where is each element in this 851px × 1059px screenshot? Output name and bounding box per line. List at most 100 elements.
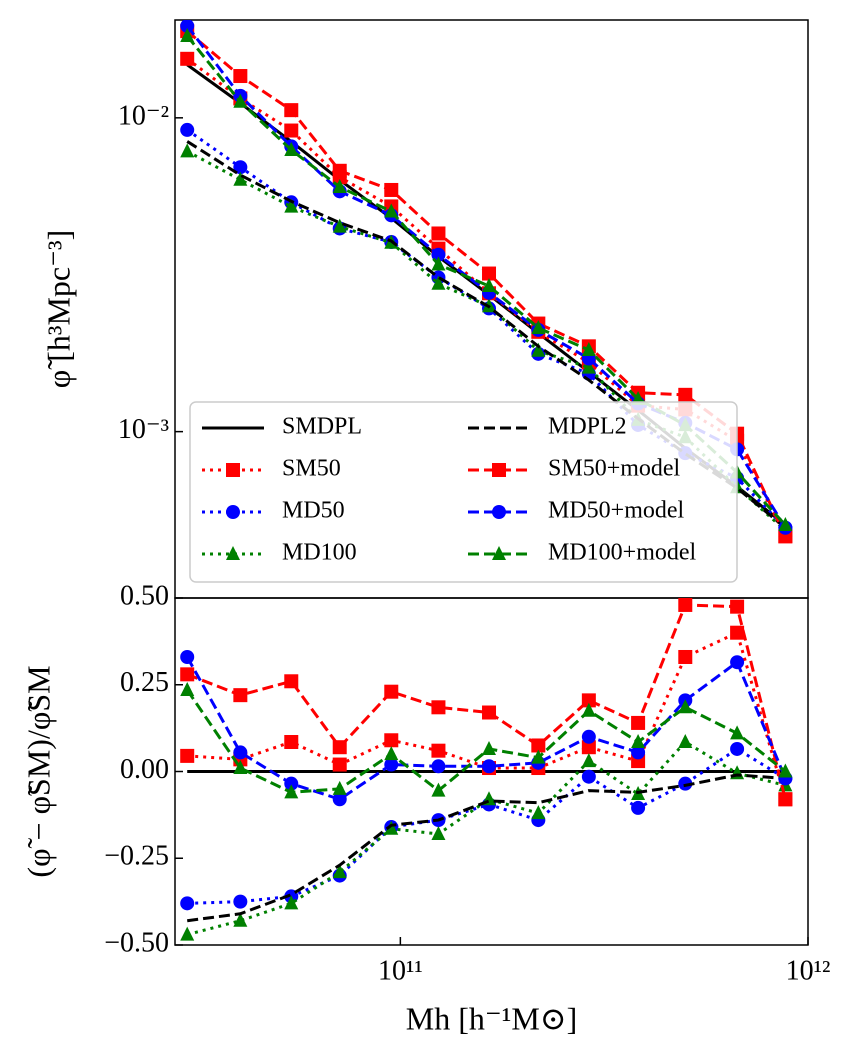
marker — [180, 122, 195, 137]
marker — [180, 667, 195, 682]
marker — [284, 784, 299, 799]
marker — [332, 178, 347, 193]
marker — [384, 182, 399, 197]
marker — [233, 894, 248, 909]
marker — [631, 800, 646, 815]
marker — [730, 599, 745, 614]
marker — [581, 342, 596, 357]
marker — [778, 517, 793, 532]
marker — [226, 546, 240, 560]
marker — [678, 598, 693, 612]
marker — [730, 741, 745, 756]
marker — [431, 782, 446, 797]
marker — [180, 681, 195, 696]
marker — [233, 760, 248, 775]
legend-label: MD50 — [282, 498, 345, 524]
marker — [180, 27, 195, 42]
marker — [233, 912, 248, 927]
legend-label: MD50+model — [548, 498, 685, 524]
marker — [631, 734, 646, 749]
marker — [531, 738, 546, 753]
legend-label: MD100+model — [548, 540, 697, 566]
marker — [226, 505, 240, 519]
marker — [431, 700, 446, 715]
marker — [431, 759, 446, 774]
marker — [482, 740, 497, 755]
marker — [284, 776, 299, 791]
marker — [678, 734, 693, 749]
series-line — [186, 140, 787, 529]
marker — [384, 684, 399, 699]
legend-label: SM50 — [282, 456, 341, 482]
marker — [730, 625, 745, 640]
marker — [730, 655, 745, 670]
marker — [332, 163, 347, 178]
x-axis-label: Mh [h⁻¹M⊙] — [406, 1000, 578, 1036]
marker — [531, 749, 546, 764]
marker — [332, 757, 347, 772]
marker — [233, 745, 248, 760]
marker — [581, 729, 596, 744]
marker — [492, 505, 506, 519]
marker — [284, 735, 299, 750]
marker — [332, 792, 347, 807]
marker — [384, 733, 399, 748]
marker — [332, 218, 347, 233]
marker — [431, 825, 446, 840]
y-tick-label: 10⁻³ — [118, 414, 169, 445]
y-axis-label: φ̃ [h³Mpc⁻³] — [40, 230, 76, 389]
marker — [284, 103, 299, 118]
y-tick-label: 0.50 — [120, 580, 169, 611]
marker — [482, 759, 497, 774]
marker — [284, 141, 299, 156]
marker — [581, 740, 596, 755]
marker — [531, 805, 546, 820]
legend — [189, 401, 738, 583]
marker — [631, 715, 646, 730]
marker — [180, 143, 195, 158]
legend-label: MD100 — [282, 540, 357, 566]
marker — [180, 896, 195, 911]
marker — [492, 463, 506, 477]
marker — [581, 702, 596, 717]
marker — [778, 792, 793, 807]
y-tick-label: −0.25 — [104, 841, 169, 872]
marker — [332, 864, 347, 879]
marker — [581, 359, 596, 374]
marker — [678, 387, 693, 402]
marker — [384, 746, 399, 761]
marker — [482, 705, 497, 720]
marker — [332, 740, 347, 755]
x-tick-label: 10¹² — [786, 955, 831, 986]
marker — [678, 649, 693, 664]
marker — [233, 69, 248, 84]
marker — [482, 278, 497, 293]
marker — [233, 688, 248, 703]
marker — [492, 546, 506, 560]
marker — [384, 757, 399, 772]
series-line — [187, 773, 786, 923]
legend-box — [189, 401, 738, 583]
marker — [284, 123, 299, 138]
marker — [431, 743, 446, 758]
legend-label: MDPL2 — [548, 414, 627, 440]
marker — [431, 226, 446, 241]
marker — [233, 93, 248, 108]
y-axis-label: (φ̃ − φ̃SM)/φ̃SM — [20, 665, 56, 877]
marker — [778, 763, 793, 778]
marker — [431, 275, 446, 290]
legend-label: SMDPL — [282, 414, 362, 440]
marker — [233, 171, 248, 186]
marker — [284, 674, 299, 689]
marker — [284, 198, 299, 213]
marker — [482, 266, 497, 281]
y-tick-label: 0.25 — [120, 667, 169, 698]
marker — [180, 926, 195, 941]
y-tick-label: 0.00 — [120, 754, 169, 785]
legend-label: SM50+model — [548, 456, 681, 482]
plot-area — [180, 598, 793, 941]
marker — [233, 160, 248, 175]
marker — [631, 745, 646, 760]
y-tick-label: 10⁻² — [118, 100, 169, 131]
marker — [678, 699, 693, 714]
